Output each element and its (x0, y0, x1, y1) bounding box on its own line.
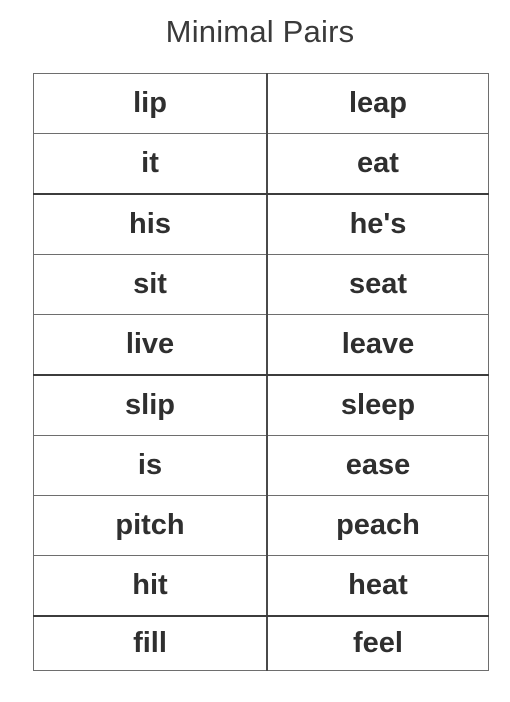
table-row: his he's (33, 193, 489, 255)
page-title: Minimal Pairs (165, 14, 355, 49)
table-cell-short-vowel: live (33, 314, 268, 376)
table-cell-long-vowel: feel (266, 615, 489, 671)
table-cell-long-vowel: peach (266, 495, 489, 556)
table-cell-long-vowel: seat (266, 254, 489, 315)
table-cell-short-vowel: pitch (33, 495, 268, 556)
table-row: pitch peach (33, 495, 489, 556)
table-row: is ease (33, 435, 489, 496)
table-cell-long-vowel: ease (266, 435, 489, 496)
minimal-pairs-table: lip leap it eat his he's sit seat live l… (33, 73, 489, 671)
table-row: it eat (33, 133, 489, 195)
table-cell-short-vowel: hit (33, 555, 268, 617)
table-row: fill feel (33, 615, 489, 671)
table-cell-short-vowel: lip (33, 73, 268, 134)
table-cell-long-vowel: eat (266, 133, 489, 195)
table-cell-long-vowel: leap (266, 73, 489, 134)
table-cell-long-vowel: sleep (266, 374, 489, 436)
table-cell-short-vowel: is (33, 435, 268, 496)
table-cell-short-vowel: it (33, 133, 268, 195)
table-row: sit seat (33, 254, 489, 315)
table-cell-short-vowel: his (33, 193, 268, 255)
table-row: live leave (33, 314, 489, 376)
table-cell-long-vowel: he's (266, 193, 489, 255)
table-cell-short-vowel: fill (33, 615, 268, 671)
table-cell-long-vowel: heat (266, 555, 489, 617)
table-row: slip sleep (33, 374, 489, 436)
table-cell-short-vowel: slip (33, 374, 268, 436)
table-row: lip leap (33, 73, 489, 134)
table-cell-long-vowel: leave (266, 314, 489, 376)
table-cell-short-vowel: sit (33, 254, 268, 315)
table-row: hit heat (33, 555, 489, 617)
